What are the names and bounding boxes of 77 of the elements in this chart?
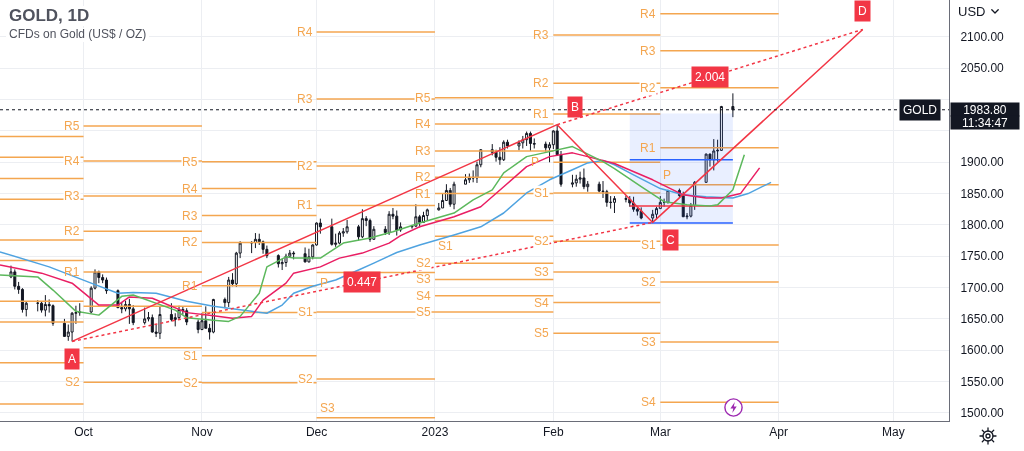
series-label: S1 bbox=[641, 238, 656, 252]
series-label: S1 bbox=[183, 349, 198, 363]
series-label: R5 bbox=[182, 155, 198, 169]
annotation: A bbox=[68, 352, 77, 366]
series-label: S1 bbox=[298, 305, 313, 319]
series-label: R5 bbox=[415, 91, 431, 105]
series-label: S4 bbox=[416, 289, 431, 303]
series-label: R3 bbox=[640, 44, 656, 58]
y-tick-label: 1600.00 bbox=[960, 343, 1005, 358]
text: 11:34:47 bbox=[961, 115, 1009, 130]
annotation: GOLD bbox=[903, 103, 938, 117]
series-label: R5 bbox=[64, 119, 80, 133]
series-label: R2 bbox=[640, 81, 656, 95]
annotation: B bbox=[571, 100, 580, 114]
series-label: R2 bbox=[64, 224, 80, 238]
y-tick-label: 1800.00 bbox=[960, 218, 1005, 233]
x-tick-label: Oct bbox=[74, 425, 94, 440]
y-tick-label: 1900.00 bbox=[960, 155, 1005, 170]
series-label: S5 bbox=[416, 305, 431, 319]
series-label: R3 bbox=[533, 28, 549, 42]
series-label: S3 bbox=[320, 401, 335, 415]
series-label: R1 bbox=[64, 265, 80, 279]
y-axis-title: USD bbox=[958, 4, 986, 19]
series-label: R2 bbox=[297, 159, 313, 173]
series-label: S4 bbox=[534, 296, 549, 310]
series-label: R4 bbox=[297, 25, 313, 39]
chart-title: GOLD, 1D bbox=[6, 6, 93, 26]
y-tick-label: 1550.00 bbox=[960, 374, 1005, 389]
y-tick-label: 1650.00 bbox=[960, 312, 1005, 327]
series-label: R1 bbox=[297, 198, 313, 212]
series-label: R4 bbox=[182, 182, 198, 196]
series-label: R2 bbox=[182, 235, 198, 249]
series-label: R1 bbox=[640, 141, 656, 155]
x-tick-label: Apr bbox=[769, 425, 789, 440]
ref-line-label: 1983.80 bbox=[963, 102, 1007, 117]
y-tick-label: 1750.00 bbox=[960, 249, 1005, 264]
y-tick-label: 2100.00 bbox=[960, 30, 1005, 45]
series-label: S3 bbox=[641, 335, 656, 349]
annotation: C bbox=[666, 233, 675, 247]
series-label: S3 bbox=[416, 272, 431, 286]
series-label: S5 bbox=[534, 326, 549, 340]
series-label: R3 bbox=[415, 144, 431, 158]
text: CFDs on Gold (US$ / OZ) bbox=[6, 27, 150, 42]
x-tick-label: Mar bbox=[649, 425, 671, 440]
series-label: S3 bbox=[534, 265, 549, 279]
series-label: R2 bbox=[415, 170, 431, 184]
series-label: P bbox=[663, 168, 672, 182]
annotation: D bbox=[858, 4, 867, 18]
x-tick-label: May bbox=[881, 425, 905, 440]
series-label: R3 bbox=[64, 189, 80, 203]
y-tick-label: 1500.00 bbox=[960, 406, 1005, 421]
series-label: S2 bbox=[65, 375, 80, 389]
y-tick-label: 1850.00 bbox=[960, 186, 1005, 201]
y-tick-label: 2050.00 bbox=[960, 61, 1005, 76]
annotation: 2.004 bbox=[695, 70, 726, 84]
x-tick-label: 2023 bbox=[421, 425, 449, 440]
series-label: S2 bbox=[416, 256, 431, 270]
series-label: R4 bbox=[415, 117, 431, 131]
series-label: R3 bbox=[297, 92, 313, 106]
x-tick-label: Nov bbox=[191, 425, 213, 440]
x-tick-label: Dec bbox=[305, 425, 328, 440]
series-label: R4 bbox=[64, 154, 80, 168]
series-label: R1 bbox=[533, 107, 549, 121]
annotation: 0.447 bbox=[347, 275, 378, 289]
series-label: R1 bbox=[415, 187, 431, 201]
series-label: S2 bbox=[534, 234, 549, 248]
series-label: S2 bbox=[298, 372, 313, 386]
series-label: S1 bbox=[438, 239, 453, 253]
series-label: R4 bbox=[640, 7, 656, 21]
series-label: S2 bbox=[183, 376, 198, 390]
series-label: S1 bbox=[534, 186, 549, 200]
y-tick-label: 1700.00 bbox=[960, 280, 1005, 295]
series-label: R2 bbox=[533, 76, 549, 90]
series-label: R3 bbox=[182, 209, 198, 223]
series-label: S2 bbox=[641, 275, 656, 289]
series-label: S4 bbox=[641, 395, 656, 409]
x-tick-label: Feb bbox=[543, 425, 565, 440]
